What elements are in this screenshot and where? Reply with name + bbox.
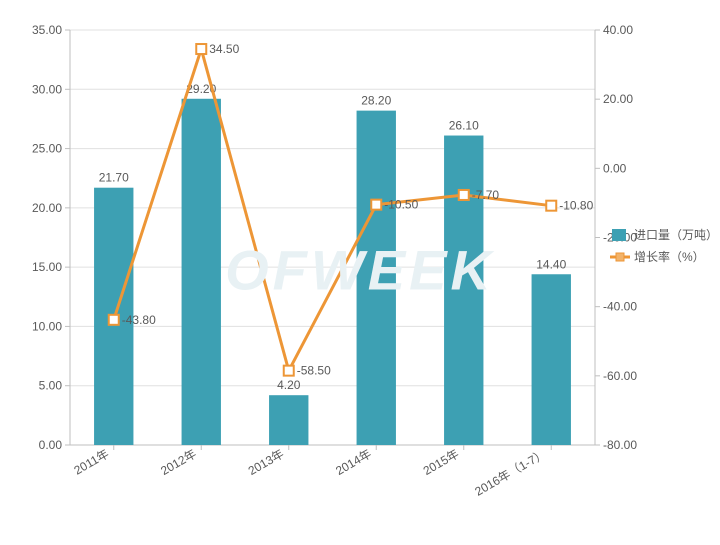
line-label: -58.50 [297, 364, 331, 378]
line-label: -43.80 [122, 313, 156, 327]
y1-tick-label: 15.00 [32, 260, 62, 274]
x-label: 2012年 [158, 447, 199, 478]
y1-tick-label: 20.00 [32, 201, 62, 215]
x-label: 2015年 [421, 447, 462, 478]
legend-swatch-bar [612, 229, 626, 241]
marker [109, 315, 119, 325]
bar [532, 274, 571, 445]
chart-svg: 0.00 5.00 10.00 15.00 20.00 25.00 30.00 35.00 -8… [0, 0, 720, 540]
line-label: 34.50 [209, 42, 239, 56]
y2-tick-label: 40.00 [603, 23, 633, 37]
legend-label: 进口量（万吨） [634, 228, 718, 242]
bar-label: 28.20 [361, 94, 391, 108]
legend-marker [616, 253, 624, 261]
line [114, 49, 552, 371]
bar-label: 4.20 [277, 378, 301, 392]
y1-tick-label: 30.00 [32, 82, 62, 96]
line-label: -10.50 [384, 198, 418, 212]
chart-container: OFWEEK 0.005.0010.0015.0020.0025.0030.00… [0, 0, 720, 540]
bar-label: 21.70 [99, 171, 129, 185]
x-label: 2016年（1-7） [472, 447, 548, 499]
y2-tick-label: -40.00 [603, 300, 637, 314]
y1-tick-label: 35.00 [32, 23, 62, 37]
legend-label: 增长率（%） [634, 249, 705, 264]
bar [357, 111, 396, 445]
x-label: 2013年 [246, 447, 287, 478]
bar-label: 14.40 [536, 257, 566, 271]
line-label: -7.70 [472, 188, 500, 202]
bar [269, 395, 308, 445]
bar-label: 26.10 [449, 119, 479, 133]
marker [546, 201, 556, 211]
y2-tick-label: 20.00 [603, 92, 633, 106]
marker [459, 190, 469, 200]
marker [371, 200, 381, 210]
marker [196, 44, 206, 54]
x-label: 2011年 [72, 447, 112, 478]
y1-tick-label: 10.00 [32, 319, 62, 333]
x-label: 2014年 [333, 447, 374, 478]
y1-tick-label: 5.00 [39, 379, 63, 393]
marker [284, 366, 294, 376]
y2-tick-label: 0.00 [603, 161, 627, 175]
y1-tick-label: 0.00 [39, 438, 63, 452]
y1-tick-label: 25.00 [32, 142, 62, 156]
y2-tick-label: -80.00 [603, 438, 637, 452]
line-label: -10.80 [559, 199, 593, 213]
bar [182, 99, 221, 445]
bar [444, 136, 483, 445]
y2-tick-label: -60.00 [603, 369, 637, 383]
